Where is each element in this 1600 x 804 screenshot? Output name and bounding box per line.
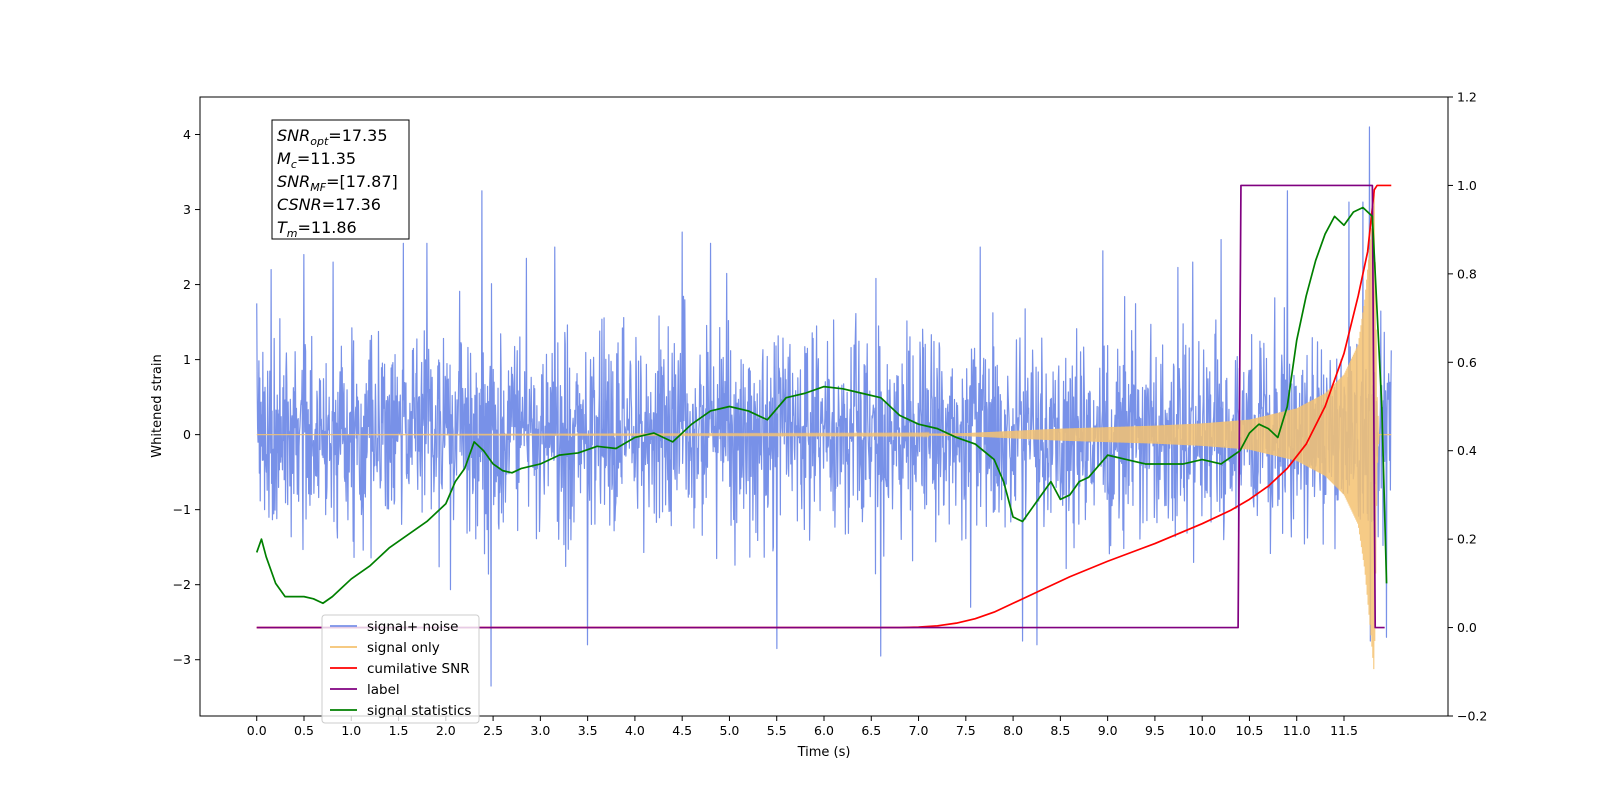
series-signal-noise-line: [256, 126, 1392, 687]
series-cumulative-snr-line: [256, 184, 1392, 629]
legend-label: signal statistics: [367, 703, 471, 719]
y2-tick-label: 0.8: [1457, 266, 1477, 281]
x-tick-label: 6.5: [861, 723, 881, 738]
y2-tick-label: −0.2: [1457, 709, 1487, 724]
x-tick-label: 4.5: [672, 723, 692, 738]
annotation-line: Mc=11.35: [277, 149, 356, 171]
x-tick-label: 10.5: [1236, 723, 1264, 738]
y-tick-label: −3: [173, 652, 191, 667]
legend-label: cumilative SNR: [367, 661, 470, 677]
series-signal-statistics-line: [255, 206, 1388, 605]
x-tick-label: 0.0: [247, 723, 267, 738]
x-tick-label: 8.5: [1050, 723, 1070, 738]
legend-label: label: [367, 682, 400, 698]
annotation-line: SNRMF=[17.87]: [277, 172, 398, 194]
annotation-line: CSNR=17.36: [277, 195, 381, 214]
annotation-box: SNRopt=17.35Mc=11.35SNRMF=[17.87]CSNR=17…: [271, 119, 410, 240]
y-tick-label: 0: [183, 427, 191, 442]
legend-items: signal+ noise signal only cumilative SNR la…: [330, 619, 471, 719]
x-axis-label: Time (s): [797, 745, 851, 760]
y-tick-label: 3: [183, 202, 191, 217]
x-tick-label: 3.5: [578, 723, 598, 738]
legend-label: signal+ noise: [367, 619, 458, 635]
y-axis-right: 1.2 1.0 0.8 0.6 0.4 0.2 0.0 −0.2: [1448, 90, 1487, 724]
legend-label: signal only: [367, 640, 440, 656]
y2-tick-label: 0.4: [1457, 443, 1477, 458]
legend-frame: [321, 614, 480, 724]
x-tick-label: 1.5: [389, 723, 409, 738]
y-axis-left: 4 3 2 1 0 −1 −2 −3: [173, 127, 200, 667]
y-axis-label: Whitened strain: [150, 354, 165, 457]
y2-tick-label: 0.0: [1457, 620, 1477, 635]
x-tick-label: 1.0: [341, 723, 361, 738]
x-tick-label: 11.0: [1283, 723, 1311, 738]
x-tick-label: 3.0: [530, 723, 550, 738]
x-tick-label: 10.0: [1188, 723, 1216, 738]
x-tick-label: 0.5: [294, 723, 314, 738]
x-tick-label: 5.5: [767, 723, 787, 738]
x-tick-label: 9.0: [1098, 723, 1118, 738]
series-layer: [255, 126, 1392, 687]
x-tick-label: 4.0: [625, 723, 645, 738]
x-tick-label: 7.0: [909, 723, 929, 738]
x-tick-label: 5.0: [720, 723, 740, 738]
annotation-frame: [271, 119, 410, 240]
x-tick-label: 2.5: [483, 723, 503, 738]
annotation-line: SNRopt=17.35: [277, 126, 388, 148]
y2-tick-label: 1.2: [1457, 90, 1477, 105]
legend: signal+ noise signal only cumilative SNR la…: [321, 614, 480, 724]
x-tick-label: 7.5: [956, 723, 976, 738]
annotation-line: Tm=11.86: [277, 218, 357, 240]
annotation-lines: SNRopt=17.35Mc=11.35SNRMF=[17.87]CSNR=17…: [277, 126, 398, 240]
x-tick-label: 2.0: [436, 723, 456, 738]
y-tick-label: −2: [173, 577, 191, 592]
x-tick-label: 8.0: [1003, 723, 1023, 738]
y2-tick-label: 0.6: [1457, 355, 1477, 370]
y-tick-label: 1: [183, 352, 191, 367]
series-signal-only-line: [256, 194, 1392, 670]
x-tick-label: 9.5: [1145, 723, 1165, 738]
y2-tick-label: 0.2: [1457, 532, 1477, 547]
y-tick-label: 4: [183, 127, 191, 142]
x-axis: 0.0 0.5 1.0 1.5 2.0 2.5 3.0 3.5 4.0 4.5 5.0 5.5 6.0 6…: [247, 716, 1358, 738]
y-tick-label: −1: [173, 502, 191, 517]
series-label-line: [256, 184, 1385, 629]
y-tick-label: 2: [183, 277, 191, 292]
x-tick-label: 11.5: [1330, 723, 1358, 738]
y2-tick-label: 1.0: [1457, 178, 1477, 193]
x-tick-label: 6.0: [814, 723, 834, 738]
